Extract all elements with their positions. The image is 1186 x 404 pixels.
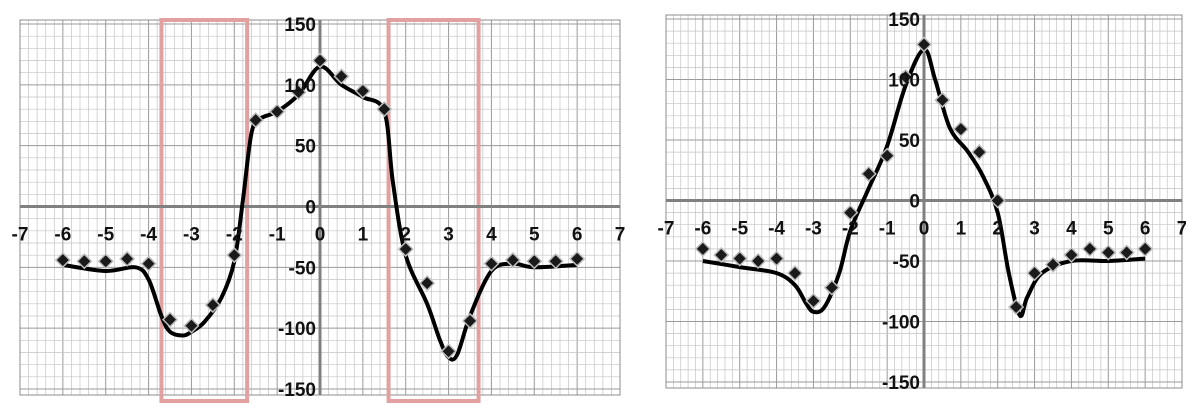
data-point-marker [440, 343, 457, 360]
data-point-marker [768, 250, 785, 267]
x-tick-label: -7 [658, 219, 675, 240]
x-tick-label: -1 [269, 225, 286, 246]
data-point-marker [952, 121, 969, 138]
data-point-marker [483, 255, 500, 272]
data-point-marker [54, 251, 71, 269]
x-tick-label: 7 [615, 225, 626, 246]
x-tick-label: 4 [486, 225, 497, 246]
x-tick-label: -2 [842, 219, 859, 240]
x-tick-label: 1 [358, 225, 369, 246]
data-point-marker [547, 253, 564, 270]
data-point-marker [140, 255, 157, 272]
x-tick-label: 2 [992, 219, 1003, 240]
data-point-marker [823, 279, 840, 296]
data-point-marker [934, 92, 951, 109]
data-point-marker [971, 144, 988, 161]
y-tick-label: 50 [899, 131, 920, 152]
x-tick-label: 0 [919, 219, 930, 240]
x-tick-label: -5 [731, 219, 748, 240]
data-point-marker [526, 253, 543, 270]
x-tick-label: 0 [315, 225, 326, 246]
data-point-marker [786, 265, 804, 282]
data-point-marker [354, 82, 371, 99]
data-point-marker [915, 36, 933, 53]
data-point-marker [842, 204, 859, 221]
y-tick-label: 0 [909, 192, 920, 213]
x-tick-label: -3 [183, 225, 200, 246]
y-tick-label: -50 [893, 252, 920, 273]
data-point-marker [76, 253, 93, 270]
data-point-marker [161, 311, 179, 328]
x-tick-label: -3 [805, 219, 822, 240]
x-tick-label: 6 [1140, 219, 1151, 240]
data-point-marker [290, 84, 307, 101]
data-point-marker [1044, 256, 1062, 273]
y-tick-label: -150 [882, 373, 920, 394]
highlight-box [159, 18, 250, 403]
x-tick-label: -4 [140, 225, 157, 246]
chart-right: -7 -6 -5 -4 -3 -2 -1 0 1 2 3 4 5 6 7 150 100 50 0 -50 -100 -1… [658, 10, 1186, 394]
x-tick-label: 6 [572, 225, 583, 246]
data-point-marker [504, 251, 521, 269]
data-point-marker [731, 250, 748, 267]
data-point-marker [419, 275, 436, 292]
data-point-marker [860, 165, 877, 182]
data-point-marker [204, 296, 221, 314]
data-point-marker [376, 101, 393, 118]
data-point-marker [897, 69, 914, 86]
data-point-marker [1008, 298, 1025, 316]
data-point-marker [989, 192, 1006, 209]
data-point-marker [805, 292, 822, 309]
data-point-marker [269, 103, 286, 120]
x-tick-label: -6 [694, 219, 711, 240]
y-tick-label: -150 [278, 380, 316, 401]
x-tick-label: 2 [400, 225, 411, 246]
y-tick-label: 100 [284, 76, 316, 97]
data-point-marker [1063, 246, 1080, 264]
data-point-marker [1081, 240, 1098, 257]
data-point-marker [713, 246, 730, 264]
x-tick-label: 3 [443, 225, 454, 246]
highlight-box [386, 18, 481, 403]
data-point-marker [569, 250, 586, 267]
data-point-marker [397, 241, 414, 258]
data-point-marker [694, 240, 711, 257]
data-point-marker [226, 247, 243, 264]
data-point-marker [333, 68, 350, 85]
data-point-marker [119, 250, 136, 267]
x-tick-label: -5 [97, 225, 114, 246]
data-point-marker [311, 52, 329, 69]
data-point-marker [247, 112, 264, 129]
x-tick-label: 3 [1029, 219, 1040, 240]
x-tick-label: 5 [529, 225, 540, 246]
y-tick-label: 150 [284, 15, 316, 36]
x-tick-label: -7 [12, 225, 29, 246]
x-tick-label: -2 [226, 225, 243, 246]
x-tick-label: 1 [956, 219, 967, 240]
y-tick-label: 150 [888, 10, 920, 31]
y-tick-label: -100 [882, 313, 920, 334]
data-point-marker [183, 317, 200, 334]
x-tick-label: 5 [1103, 219, 1114, 240]
y-tick-label: -50 [289, 258, 316, 279]
y-tick-label: 50 [295, 137, 316, 158]
data-point-marker [1137, 240, 1154, 257]
data-point-marker [750, 252, 767, 270]
data-point-marker [1118, 244, 1135, 261]
x-tick-label: -4 [768, 219, 785, 240]
y-tick-label: 0 [305, 198, 316, 219]
data-point-marker [1100, 244, 1117, 261]
x-tick-label: 4 [1066, 219, 1077, 240]
y-tick-label: 100 [888, 71, 920, 92]
data-point-marker [879, 147, 896, 164]
chart-left: -7 -6 -5 -4 -3 -2 -1 0 1 2 3 4 5 6 7 150 100 50 0 -50 -100 -1… [12, 15, 626, 403]
x-tick-label: -1 [879, 219, 896, 240]
data-point-marker [1026, 265, 1043, 282]
x-tick-label: 7 [1177, 219, 1186, 240]
y-tick-label: -100 [278, 319, 316, 340]
data-point-marker [97, 253, 114, 270]
x-tick-label: -6 [54, 225, 71, 246]
data-point-marker [461, 312, 479, 329]
